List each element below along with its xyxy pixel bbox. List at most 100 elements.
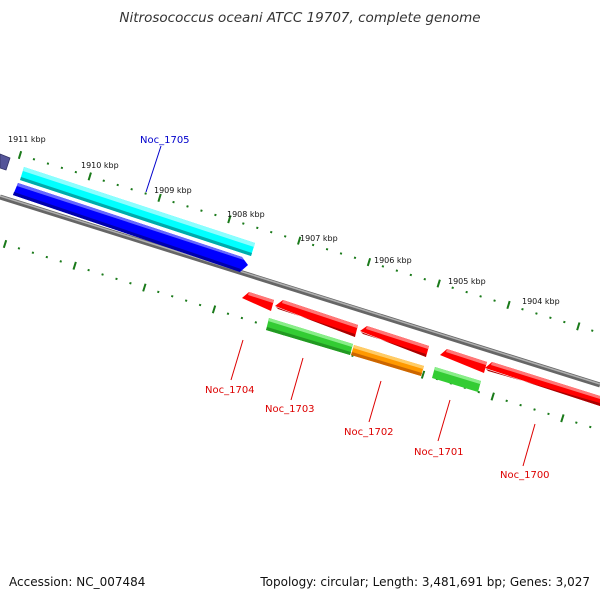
major-tick <box>506 300 511 310</box>
gene-arrow-purple[interactable] <box>0 153 11 171</box>
gene-label-noc-1702[interactable]: Noc_1702 <box>344 427 394 438</box>
minor-tick <box>32 158 36 161</box>
minor-tick <box>116 183 119 187</box>
minor-tick <box>242 222 245 225</box>
minor-tick <box>256 226 259 230</box>
label-leader-lines <box>145 145 536 467</box>
outer-tick-ring <box>17 150 594 332</box>
minor-tick <box>423 277 427 281</box>
scale-label-1911: 1911 kbp <box>8 135 46 144</box>
minor-tick <box>59 260 62 263</box>
minor-tick <box>381 265 385 268</box>
major-tick <box>297 236 302 245</box>
minor-tick <box>102 179 105 182</box>
minor-tick <box>184 299 188 302</box>
minor-tick <box>101 273 104 276</box>
gene-bar-noc-1702[interactable] <box>351 345 424 376</box>
gene-bar-red-4[interactable] <box>440 349 487 373</box>
minor-tick <box>535 312 538 315</box>
minor-tick <box>325 247 329 251</box>
minor-tick <box>519 403 522 407</box>
minor-tick <box>311 243 315 247</box>
minor-tick <box>46 162 50 165</box>
major-tick <box>560 414 565 423</box>
minor-tick <box>269 230 273 234</box>
minor-tick <box>575 421 578 424</box>
gene-bar-noc-1705[interactable] <box>13 183 248 272</box>
major-tick <box>87 172 92 181</box>
gene-label-noc-1704[interactable]: Noc_1704 <box>205 385 255 396</box>
minor-tick <box>563 320 566 324</box>
minor-tick <box>144 192 147 195</box>
major-tick <box>576 322 581 331</box>
scale-label-1908: 1908 kbp <box>227 210 265 219</box>
scale-labels: 1911 kbp 1910 kbp 1909 kbp 1908 kbp 1907… <box>8 135 560 306</box>
forward-strand-features <box>0 153 255 272</box>
minor-tick <box>283 235 287 238</box>
minor-tick <box>591 329 594 332</box>
genome-backbone <box>0 194 600 388</box>
genome-stats-label: Topology: circular; Length: 3,481,691 bp… <box>260 575 590 589</box>
gene-bar-cyan[interactable] <box>20 167 255 256</box>
minor-tick <box>240 316 244 320</box>
minor-tick <box>186 205 189 208</box>
scale-label-1907: 1907 kbp <box>300 234 338 243</box>
minor-tick <box>172 200 175 204</box>
gene-bar-noc-1700[interactable] <box>485 362 600 406</box>
scale-label-1904: 1904 kbp <box>522 297 560 306</box>
minor-tick <box>254 321 258 324</box>
minor-tick <box>157 290 160 294</box>
major-tick <box>420 370 426 379</box>
major-tick <box>157 193 162 202</box>
scale-label-1909: 1909 kbp <box>154 186 192 195</box>
major-tick <box>142 283 147 292</box>
minor-tick <box>549 316 552 320</box>
gene-label-noc-1700[interactable]: Noc_1700 <box>500 470 550 481</box>
major-tick <box>2 239 8 249</box>
scale-label-1910: 1910 kbp <box>81 161 119 170</box>
gene-bar-noc-1701[interactable] <box>432 367 481 392</box>
accession-label: Accession: NC_007484 <box>9 575 146 589</box>
minor-tick <box>589 425 592 429</box>
minor-tick <box>477 390 481 394</box>
minor-tick <box>130 188 133 191</box>
major-tick <box>227 215 232 224</box>
gene-bar-red-3[interactable] <box>360 326 429 357</box>
gene-bar-noc-1704[interactable] <box>242 292 274 311</box>
major-tick <box>72 261 77 270</box>
gene-label-noc-1705[interactable]: Noc_1705 <box>140 135 190 146</box>
minor-tick <box>547 412 550 416</box>
map-title: Nitrosococcus oceani ATCC 19707, complet… <box>119 10 481 26</box>
minor-tick <box>31 251 35 254</box>
minor-tick <box>45 255 49 259</box>
minor-tick <box>214 213 217 217</box>
minor-tick <box>533 408 536 411</box>
major-tick <box>211 305 217 314</box>
minor-tick <box>74 170 78 174</box>
minor-tick <box>170 295 174 298</box>
minor-tick <box>493 299 496 302</box>
minor-tick <box>60 166 64 170</box>
gene-bar-noc-1703[interactable] <box>266 318 353 355</box>
minor-tick <box>129 281 132 285</box>
minor-tick <box>505 399 508 403</box>
minor-tick <box>409 273 413 277</box>
gene-label-noc-1701[interactable]: Noc_1701 <box>414 447 464 458</box>
major-tick <box>17 150 23 160</box>
scale-label-1906: 1906 kbp <box>374 256 412 265</box>
major-tick <box>366 257 372 267</box>
gene-label-noc-1703[interactable]: Noc_1703 <box>265 404 315 415</box>
gene-bar-red-2[interactable] <box>275 300 358 337</box>
minor-tick <box>465 290 468 294</box>
major-tick <box>436 279 441 288</box>
minor-tick <box>339 252 343 255</box>
major-tick <box>490 392 495 401</box>
minor-tick <box>200 209 203 212</box>
minor-tick <box>198 303 202 307</box>
gene-labels: Noc_1705 Noc_1704 Noc_1703 Noc_1702 Noc_… <box>140 135 550 481</box>
minor-tick <box>226 312 230 315</box>
minor-tick <box>353 256 357 260</box>
scale-label-1905: 1905 kbp <box>448 277 486 286</box>
minor-tick <box>521 307 524 311</box>
